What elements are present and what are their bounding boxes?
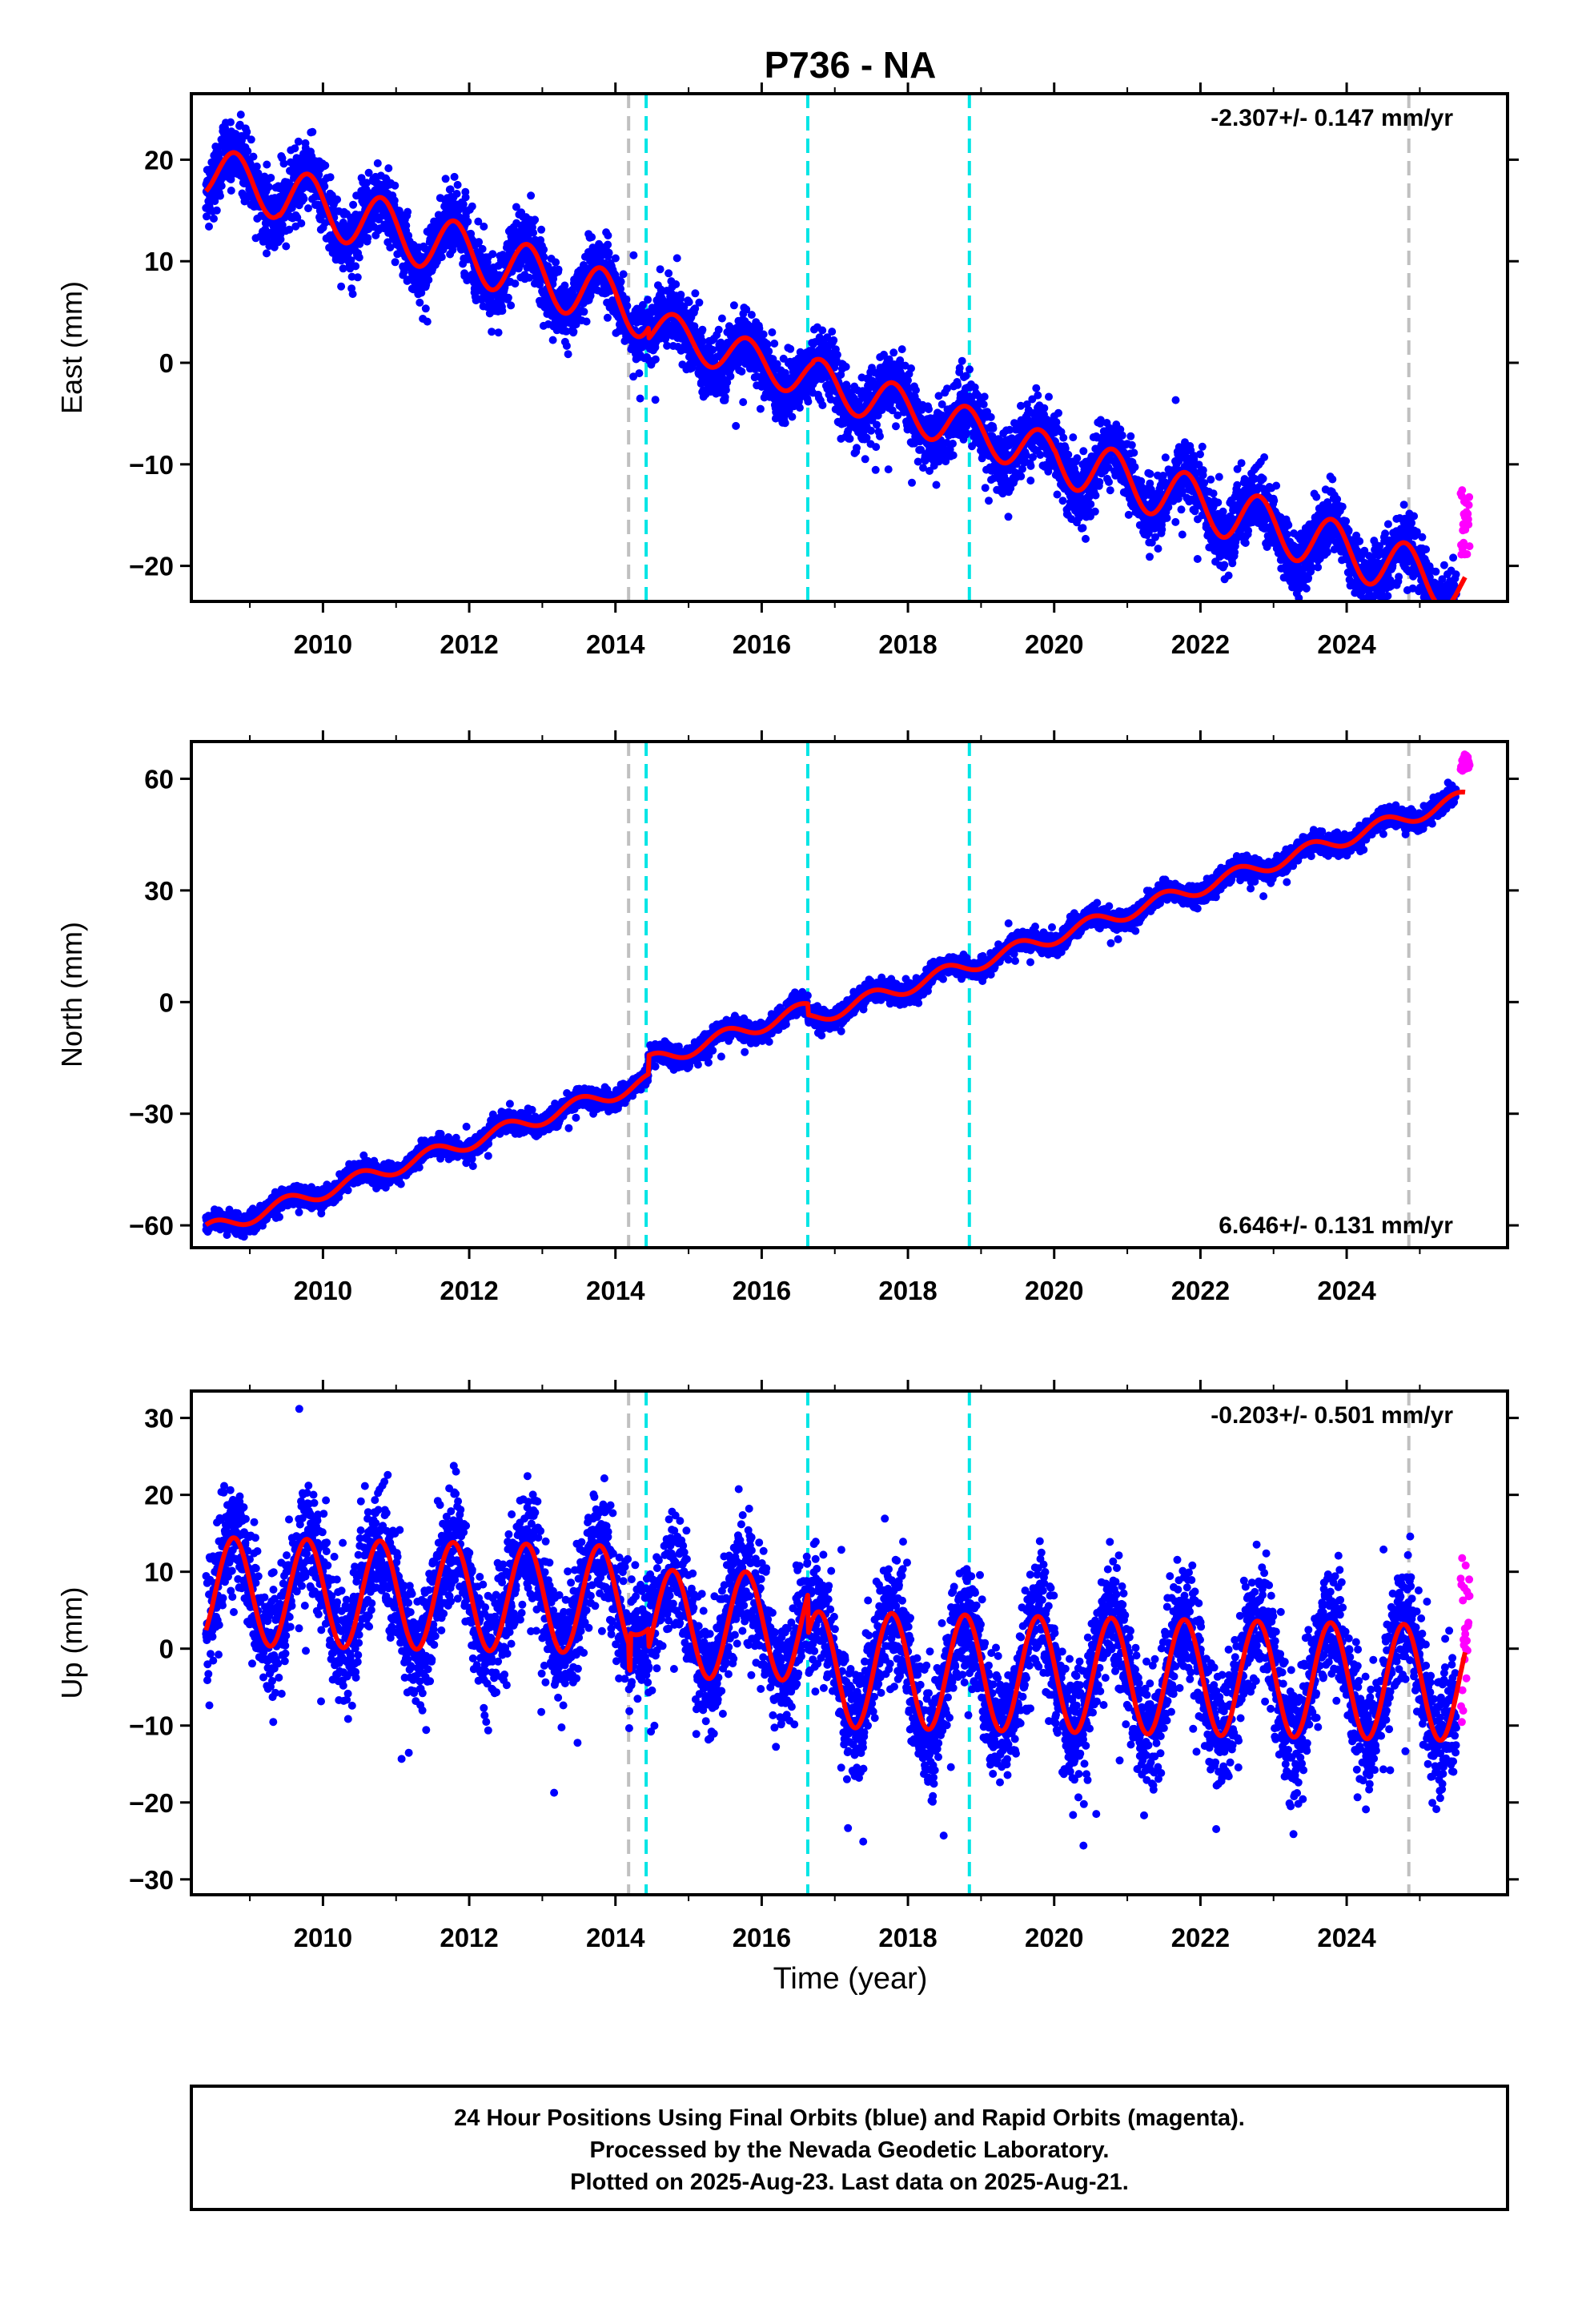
- y-tick-label: 30: [144, 1404, 174, 1433]
- x-tick-label: 2020: [1025, 629, 1083, 659]
- y-tick-label: 20: [144, 145, 174, 175]
- x-tick-label: 2022: [1171, 1276, 1230, 1305]
- x-tick-label: 2024: [1317, 1276, 1376, 1305]
- north-panel: 2010 2012 2014 2016 2018 2020 2022 2024 −60 −30 0 3…: [55, 730, 1519, 1305]
- plot-area: [202, 1391, 1474, 1895]
- caption-box: 24 Hour Positions Using Final Orbits (bl…: [190, 2085, 1509, 2211]
- x-tick-label: 2020: [1025, 1923, 1083, 1952]
- y-tick-label: 0: [159, 348, 174, 378]
- plot-frame: [190, 92, 1509, 603]
- caption-frame: [190, 2085, 1509, 2211]
- y-tick-label: 30: [144, 876, 174, 906]
- y-tick-label: 0: [159, 987, 174, 1017]
- x-tick-label: 2022: [1171, 629, 1230, 659]
- y-tick-label: −20: [129, 552, 174, 581]
- up-panel: 2010 2012 2014 2016 2018 2020 2022 2024−30−20−1…: [55, 1380, 1519, 1952]
- y-axis-label: North (mm): [55, 922, 88, 1068]
- x-tick-label: 2014: [586, 1276, 645, 1305]
- y-tick-label: 20: [144, 1481, 174, 1510]
- y-tick-label: 10: [144, 1558, 174, 1587]
- x-tick-label: 2012: [440, 1923, 498, 1952]
- rate-annotation: -0.203+/- 0.501 mm/yr: [1211, 1402, 1453, 1429]
- rapid-orbit-points: [1456, 750, 1474, 775]
- x-tick-label: 2012: [440, 1276, 498, 1305]
- caption-line-1: 24 Hour Positions Using Final Orbits (bl…: [454, 2105, 1245, 2131]
- x-tick-label: 2016: [733, 1276, 791, 1305]
- x-tick-label: 2022: [1171, 1923, 1230, 1952]
- x-tick-label: 2020: [1025, 1276, 1083, 1305]
- y-tick-label: −10: [129, 450, 174, 480]
- rapid-orbit-points: [1456, 486, 1474, 559]
- y-tick-label: −30: [129, 1865, 174, 1895]
- y-tick-label: 10: [144, 247, 174, 276]
- y-tick-label: −20: [129, 1788, 174, 1818]
- plot-frame: [190, 740, 1509, 1249]
- rate-annotation: 6.646+/- 0.131 mm/yr: [1219, 1212, 1453, 1239]
- final-orbit-points: [202, 1405, 1460, 1850]
- x-tick-label: 2014: [586, 629, 645, 659]
- figure-title: P736 - NA: [765, 44, 937, 86]
- x-tick-label: 2014: [586, 1923, 645, 1952]
- y-tick-label: 0: [159, 1634, 174, 1664]
- final-orbit-points: [202, 111, 1460, 601]
- x-tick-label: 2018: [878, 1923, 937, 1952]
- y-tick-label: −60: [129, 1211, 174, 1240]
- x-tick-label: 2012: [440, 629, 498, 659]
- model-fit-line: [203, 1535, 1468, 1743]
- x-tick-label: 2018: [878, 629, 937, 659]
- final-orbit-points: [202, 778, 1460, 1241]
- rapid-orbit-points: [1456, 1554, 1474, 1727]
- caption-line-2: Processed by the Nevada Geodetic Laborat…: [590, 2137, 1110, 2163]
- model-fit-line: [204, 790, 1468, 1228]
- caption-line-3: Plotted on 2025-Aug-23. Last data on 202…: [570, 2169, 1129, 2195]
- y-axis-label: Up (mm): [55, 1587, 88, 1699]
- plot-area: [202, 742, 1474, 1248]
- x-tick-label: 2016: [733, 1923, 791, 1952]
- x-tick-label: 2010: [294, 629, 352, 659]
- plot-frame: [190, 1389, 1509, 1896]
- y-tick-label: −10: [129, 1711, 174, 1741]
- plot-area: [202, 94, 1474, 601]
- y-tick-label: 60: [144, 764, 174, 794]
- model-fit-line: [204, 150, 1468, 601]
- y-axis-label: East (mm): [55, 281, 88, 414]
- x-tick-label: 2024: [1317, 1923, 1376, 1952]
- x-tick-label: 2010: [294, 1923, 352, 1952]
- x-tick-label: 2010: [294, 1276, 352, 1305]
- east-panel: 2010 2012 2014 2016 2018 2020 2022 2024 −20 −10 0 1…: [55, 82, 1519, 659]
- x-axis-label: Time (year): [773, 1962, 928, 1996]
- x-tick-label: 2024: [1317, 629, 1376, 659]
- rate-annotation: -2.307+/- 0.147 mm/yr: [1211, 105, 1453, 131]
- x-tick-label: 2016: [733, 629, 791, 659]
- x-tick-label: 2018: [878, 1276, 937, 1305]
- y-tick-label: −30: [129, 1100, 174, 1129]
